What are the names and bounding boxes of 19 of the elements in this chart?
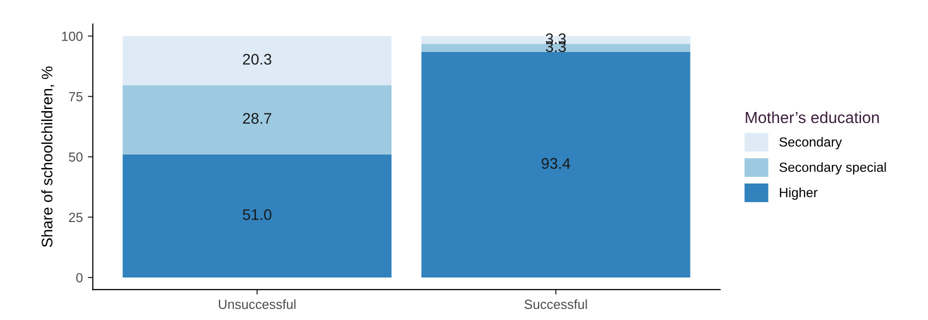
data-label: 28.7 [243,113,272,124]
y-axis-title: Share of schoolchildren, % [41,66,54,247]
data-label: 20.3 [243,54,272,65]
y-tick-label: 50 [68,152,83,162]
y-tick-label: 75 [69,92,83,102]
data-label: 51.0 [242,209,272,220]
y-tick-label: 25 [69,212,83,222]
legend-title: Mother’s education [746,111,879,124]
y-tick-label: 0 [76,273,83,282]
x-tick-label: Successful [524,299,587,310]
bar [122,85,392,154]
data-label: 93.4 [542,158,570,169]
x-tick-label: Unsuccessful [218,299,296,310]
bar [122,154,392,278]
y-tick-label: 100 [62,32,83,41]
legend-label: Secondary [779,136,842,150]
bar [122,36,392,86]
legend-label: Higher [780,188,818,200]
legend-label: Secondary special [779,162,886,175]
